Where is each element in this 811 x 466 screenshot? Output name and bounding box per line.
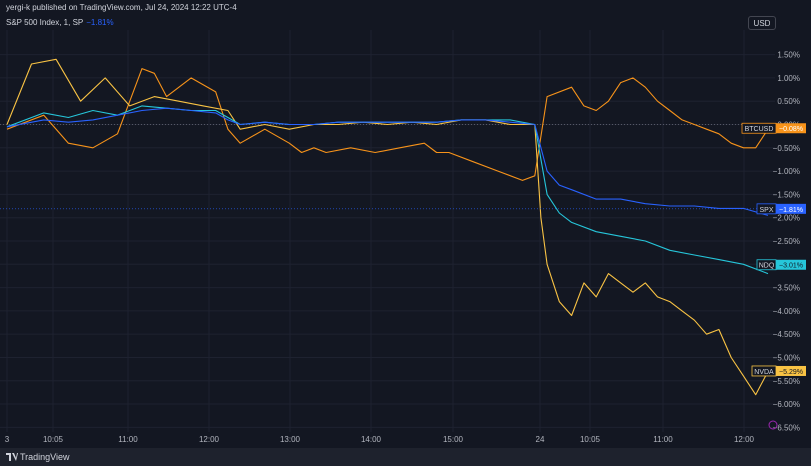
y-tick-label: −2.50%: [773, 237, 800, 246]
series-value: −3.01%: [779, 263, 803, 270]
series-value: −1.81%: [779, 207, 803, 214]
legend-symbol[interactable]: S&P 500 Index, 1, SP: [6, 18, 84, 27]
y-tick-label: −4.50%: [773, 330, 800, 339]
price-chart[interactable]: 1.50%1.00%0.50%0.00%−0.50%−1.00%−1.50%−2…: [0, 0, 811, 448]
legend: S&P 500 Index, 1, SP −1.81%: [6, 17, 114, 29]
series-name: NDQ: [759, 263, 775, 270]
x-tick-label: 10:05: [43, 435, 64, 444]
series-value: −0.08%: [779, 126, 803, 133]
x-tick-label: 24: [536, 435, 545, 444]
x-tick-label: 10:05: [580, 435, 601, 444]
series-label-ndq[interactable]: NDQ −3.01%: [756, 259, 806, 271]
y-tick-label: −4.00%: [773, 307, 800, 316]
legend-change: −1.81%: [86, 18, 114, 27]
y-tick-label: 0.50%: [777, 97, 800, 106]
series-value-box: [776, 259, 806, 270]
x-tick-label: 12:00: [734, 435, 755, 444]
series-line-spx: [6, 107, 769, 216]
x-tick-label: 15:00: [443, 435, 464, 444]
y-tick-label: −3.50%: [773, 284, 800, 293]
series-label-spx[interactable]: SPX −1.81%: [756, 203, 806, 215]
y-tick-label: −5.50%: [773, 377, 800, 386]
y-tick-label: 1.50%: [777, 51, 800, 60]
y-tick-label: −6.00%: [773, 400, 800, 409]
series-name: BTCUSD: [745, 126, 774, 133]
x-tick-label: 14:00: [361, 435, 382, 444]
y-tick-label: 1.00%: [777, 74, 800, 83]
series-label-btcusd[interactable]: BTCUSD −0.08%: [741, 122, 806, 134]
series-name: SPX: [759, 207, 773, 214]
series-line-ndq: [6, 105, 769, 275]
series-value-box: [776, 203, 806, 214]
series-name: NVDA: [754, 369, 774, 376]
y-tick-label: −1.00%: [773, 167, 800, 176]
alert-indicator-icon: [768, 420, 778, 430]
x-tick-label: 12:00: [199, 435, 220, 444]
x-tick-label: 3: [5, 435, 10, 444]
currency-button[interactable]: USD: [748, 16, 776, 30]
y-tick-label: −1.50%: [773, 190, 800, 199]
series-line-btcusd: [6, 68, 769, 181]
x-tick-label: 11:00: [118, 435, 138, 444]
x-tick-label: 11:00: [653, 435, 673, 444]
series-value-box: [776, 365, 806, 376]
series-value: −5.29%: [779, 369, 803, 376]
series-line-nvda: [6, 58, 769, 396]
tradingview-logo-icon: [6, 453, 18, 461]
footer: TradingView: [0, 448, 811, 466]
y-tick-label: −6.50%: [773, 423, 800, 432]
footer-brand[interactable]: TradingView: [20, 452, 70, 462]
y-tick-label: −5.00%: [773, 353, 800, 362]
y-tick-label: −2.00%: [773, 214, 800, 223]
y-tick-label: −0.50%: [773, 144, 800, 153]
x-tick-label: 13:00: [280, 435, 301, 444]
published-header: yergi-k published on TradingView.com, Ju…: [0, 0, 811, 16]
series-value-box: [776, 123, 806, 134]
series-label-nvda[interactable]: NVDA −5.29%: [751, 365, 806, 377]
